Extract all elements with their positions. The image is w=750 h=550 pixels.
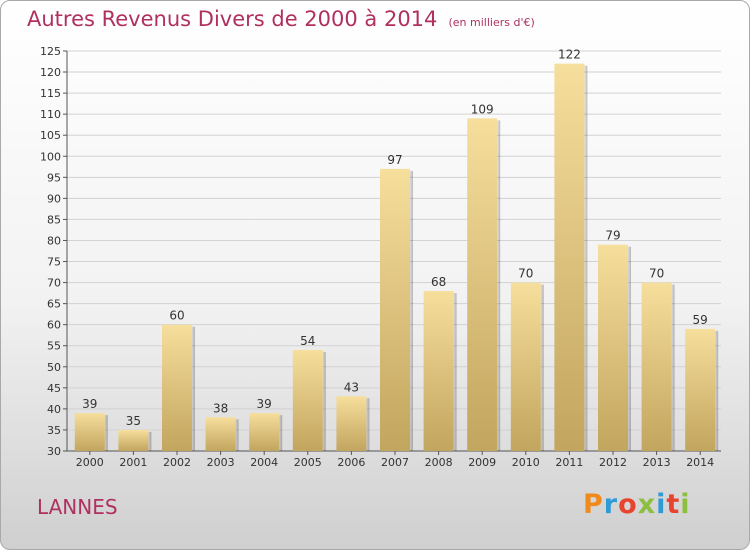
data-label: 122: [558, 48, 581, 62]
y-tick-label: 60: [47, 319, 61, 332]
x-tick-label: 2013: [643, 456, 671, 469]
x-tick-label: 2011: [555, 456, 583, 469]
logo-letter: x: [637, 489, 657, 520]
logo-letter: r: [603, 489, 619, 520]
data-label: 68: [431, 275, 446, 289]
data-label: 70: [518, 267, 533, 281]
x-tick-label: 2006: [337, 456, 365, 469]
y-tick-label: 85: [47, 213, 61, 226]
bar: [336, 396, 367, 451]
commune-name: LANNES: [37, 495, 118, 519]
data-label: 43: [344, 380, 359, 394]
proxiti-logo: Proxiti: [583, 489, 691, 520]
bar-shadow: [715, 330, 719, 451]
bar: [467, 118, 498, 452]
y-tick-label: 50: [47, 361, 61, 374]
y-tick-label: 100: [40, 150, 61, 163]
y-tick-label: 75: [47, 256, 61, 269]
x-tick-label: 2014: [686, 456, 714, 469]
bar: [249, 413, 280, 451]
bar-shadow: [671, 284, 675, 451]
y-tick-label: 40: [47, 403, 61, 416]
x-tick-label: 2002: [163, 456, 191, 469]
logo-letter: i: [680, 489, 691, 520]
bar-shadow: [279, 415, 283, 451]
data-label: 70: [649, 267, 664, 281]
logo-letter: P: [583, 489, 604, 520]
bar: [554, 63, 585, 451]
y-tick-label: 110: [40, 108, 61, 121]
y-tick-label: 95: [47, 171, 61, 184]
data-label: 59: [693, 313, 708, 327]
data-label: 97: [387, 153, 402, 167]
bar-shadow: [410, 170, 413, 452]
bar-shadow: [104, 415, 108, 451]
title-main: Autres Revenus Divers de 2000 à 2014: [27, 7, 438, 31]
y-tick-label: 30: [47, 445, 61, 458]
x-tick-label: 2009: [468, 456, 496, 469]
y-tick-label: 45: [47, 382, 61, 395]
y-tick-label: 80: [47, 234, 61, 247]
y-tick-label: 90: [47, 192, 61, 205]
data-label: 35: [126, 414, 141, 428]
bar: [641, 282, 672, 451]
bar: [205, 417, 236, 451]
data-label: 54: [300, 334, 315, 348]
y-tick-label: 115: [40, 87, 61, 100]
bars: [74, 63, 719, 452]
bar: [685, 328, 716, 451]
x-tick-label: 2008: [425, 456, 453, 469]
bar-shadow: [540, 284, 544, 451]
bar: [598, 244, 628, 451]
y-tick-label: 55: [47, 340, 61, 353]
y-tick-label: 125: [40, 45, 61, 58]
y-tick-label: 65: [47, 298, 61, 311]
bar-shadow: [628, 246, 631, 451]
y-tick-label: 35: [47, 424, 61, 437]
data-label: 39: [82, 397, 97, 411]
bar: [423, 291, 454, 451]
logo-letter: i: [656, 489, 667, 520]
x-tick-label: 2005: [294, 456, 322, 469]
bar: [74, 413, 105, 451]
logo-letter: o: [618, 489, 638, 520]
bar-shadow: [366, 398, 370, 451]
labels: 39 2000 35 2001 60 2002 38 2003 39 2004 54 2005 43 20…: [76, 48, 714, 469]
x-tick-label: 2003: [207, 456, 235, 469]
bar-shadow: [235, 419, 239, 451]
bar: [118, 429, 149, 451]
x-tick-label: 2004: [250, 456, 278, 469]
data-label: 109: [471, 102, 494, 116]
data-label: 60: [169, 309, 184, 323]
x-tick-label: 2001: [119, 456, 147, 469]
data-label: 39: [257, 397, 272, 411]
logo-letter: t: [666, 489, 681, 520]
x-tick-label: 2000: [76, 456, 104, 469]
title-unit: (en milliers d'€): [448, 16, 535, 29]
bar: [292, 349, 323, 451]
bar-shadow: [584, 65, 588, 451]
bar-shadow: [453, 293, 457, 451]
chart-title: Autres Revenus Divers de 2000 à 2014 (en…: [27, 7, 535, 31]
bar-shadow: [192, 326, 195, 451]
x-tick-label: 2012: [599, 456, 627, 469]
bar-shadow: [497, 120, 501, 452]
x-tick-label: 2007: [381, 456, 409, 469]
bar: [162, 324, 192, 451]
x-tick-label: 2010: [512, 456, 540, 469]
data-label: 38: [213, 401, 228, 415]
bar: [380, 168, 410, 452]
bar-shadow: [148, 431, 152, 451]
y-tick-label: 120: [40, 66, 61, 79]
bar-shadow: [322, 351, 326, 451]
y-tick-label: 70: [47, 277, 61, 290]
y-tick-label: 105: [40, 129, 61, 142]
bar: [510, 282, 541, 451]
data-label: 79: [605, 229, 620, 243]
